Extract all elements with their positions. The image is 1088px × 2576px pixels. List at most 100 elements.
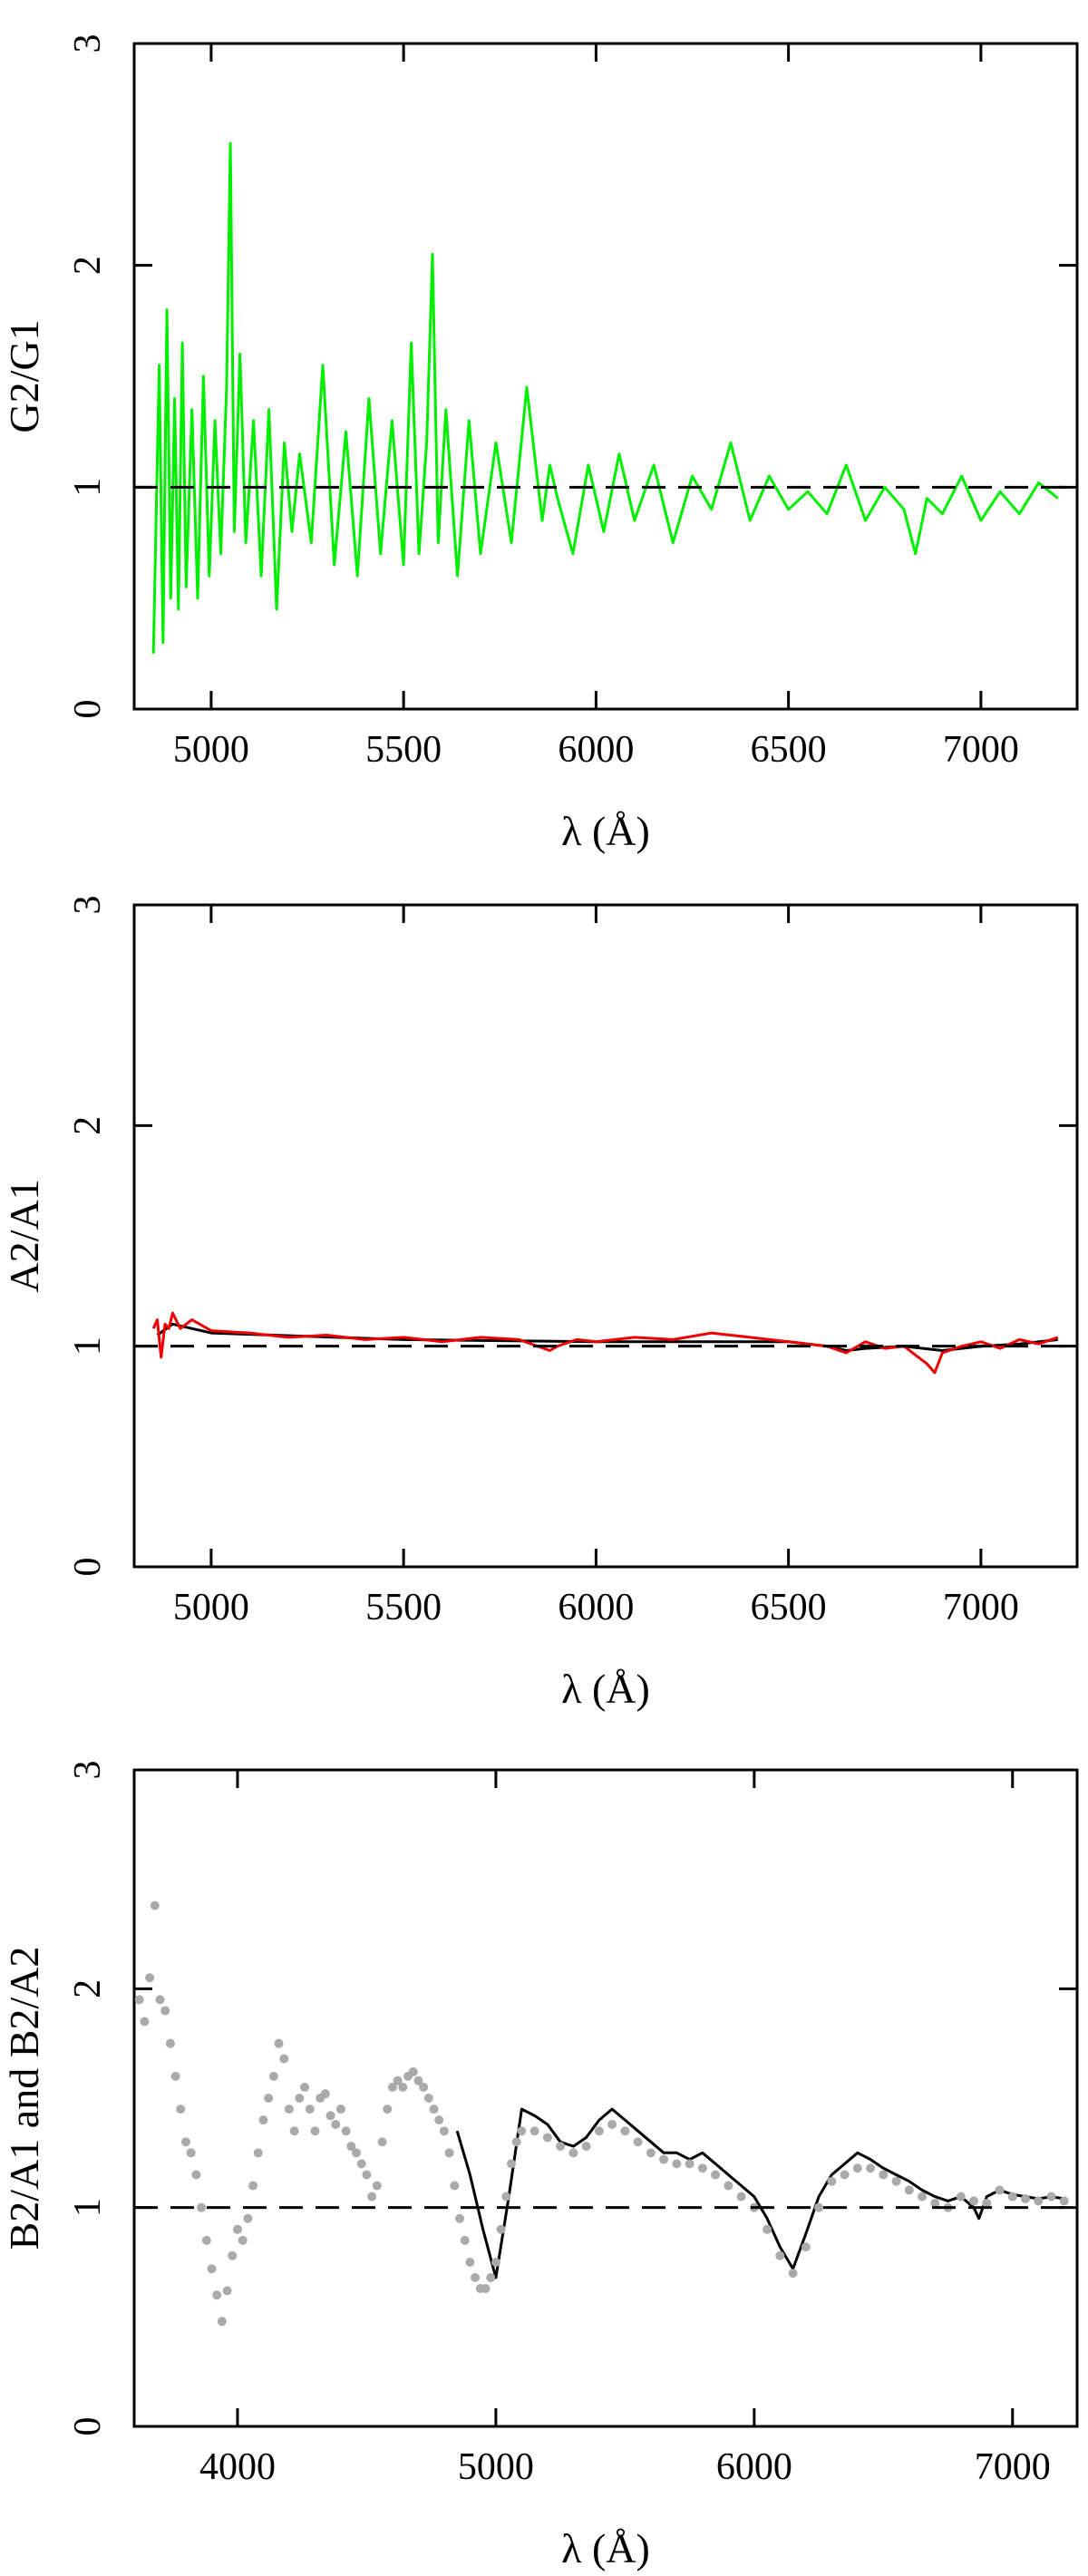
data-point — [331, 2119, 341, 2129]
data-point — [439, 2126, 449, 2136]
data-point — [197, 2202, 207, 2212]
data-point — [383, 2105, 393, 2114]
x-tick-label: 7000 — [943, 1587, 1019, 1628]
data-point — [444, 2148, 454, 2158]
data-point — [827, 2176, 837, 2186]
data-point — [496, 2224, 506, 2234]
data-point — [633, 2137, 643, 2147]
data-point — [659, 2154, 669, 2164]
x-tick-label: 6000 — [558, 1587, 634, 1628]
y-tick-label: 1 — [67, 1337, 109, 1356]
x-axis-label: λ (Å) — [561, 1666, 650, 1712]
data-point — [372, 2181, 382, 2191]
x-tick-label: 5000 — [173, 1587, 249, 1628]
data-point — [207, 2264, 217, 2274]
data-point — [511, 2137, 521, 2147]
data-point — [352, 2148, 362, 2158]
y-tick-label: 1 — [67, 478, 109, 497]
data-point — [607, 2119, 617, 2129]
x-tick-label: 5500 — [365, 729, 442, 771]
data-point — [212, 2290, 222, 2300]
y-tick-label: 3 — [67, 896, 109, 915]
data-point — [471, 2272, 481, 2282]
data-point — [243, 2213, 253, 2223]
y-tick-label: 3 — [67, 1761, 109, 1780]
data-point — [646, 2148, 656, 2158]
data-point — [455, 2213, 465, 2223]
data-point — [1021, 2194, 1031, 2204]
data-point — [393, 2075, 403, 2085]
data-point — [724, 2181, 733, 2191]
y-tick-label: 0 — [67, 700, 109, 719]
x-tick-label: 5000 — [173, 729, 249, 771]
x-axis-label: λ (Å) — [561, 2525, 650, 2571]
data-point — [408, 2067, 418, 2077]
x-tick-label: 7000 — [943, 729, 1019, 771]
data-point — [982, 2198, 992, 2208]
data-point — [300, 2082, 310, 2092]
data-point — [529, 2126, 539, 2136]
data-point — [542, 2133, 552, 2143]
panel-a2-a1: 5000 5500 6000 6500 7000 0 1 2 3 λ (Å) A2/A1 — [1, 896, 1079, 1712]
data-point — [295, 2094, 305, 2103]
data-point — [501, 2192, 511, 2202]
y-axis-label: B2/A1 and B2/A2 — [1, 1947, 47, 2250]
data-point — [956, 2192, 966, 2202]
x-tick-label: 5000 — [458, 2446, 534, 2488]
data-point — [788, 2269, 798, 2279]
data-point — [763, 2224, 772, 2234]
data-point — [620, 2126, 630, 2136]
data-point — [264, 2094, 274, 2103]
data-point — [180, 2137, 190, 2147]
panel-g2-g1: 5000 5500 6000 6500 7000 0 1 2 3 λ (Å) G2/G1 — [1, 34, 1079, 854]
x-tick-label: 7000 — [975, 2446, 1051, 2488]
data-point — [160, 2006, 170, 2016]
data-point — [556, 2142, 566, 2152]
data-point — [581, 2142, 591, 2152]
data-point — [852, 2163, 862, 2173]
data-point — [140, 2017, 150, 2027]
y-tick-label: 2 — [67, 1979, 109, 1998]
data-point — [594, 2126, 604, 2136]
data-point — [284, 2105, 294, 2114]
x-tick-label: 6500 — [751, 729, 827, 771]
data-point — [186, 2148, 196, 2158]
y-tick-label: 3 — [67, 34, 109, 53]
data-point — [232, 2224, 242, 2234]
data-point — [253, 2148, 263, 2158]
data-point — [491, 2258, 500, 2267]
data-point — [879, 2170, 889, 2180]
data-point — [736, 2192, 746, 2202]
data-point — [434, 2115, 444, 2125]
y-axis-label: A2/A1 — [1, 1179, 47, 1292]
data-point — [697, 2163, 707, 2173]
data-point — [429, 2105, 439, 2114]
data-point — [170, 2071, 180, 2081]
data-point — [325, 2111, 335, 2121]
plot-frame — [132, 1768, 1079, 2428]
data-point — [995, 2185, 1005, 2195]
plot-frame — [132, 903, 1079, 1569]
data-point — [222, 2286, 232, 2296]
data-point — [486, 2272, 496, 2282]
data-point — [134, 1995, 144, 2005]
data-point — [201, 2235, 211, 2245]
data-point — [481, 2283, 491, 2293]
x-tick-label: 4000 — [199, 2446, 276, 2488]
data-point — [228, 2250, 238, 2260]
data-point — [866, 2163, 876, 2173]
data-point — [258, 2115, 268, 2125]
series-0-line — [151, 141, 1059, 654]
y-tick-label: 0 — [67, 1558, 109, 1577]
series-1-line — [151, 1311, 1059, 1375]
data-point — [362, 2170, 372, 2180]
data-point — [930, 2198, 940, 2208]
data-point — [274, 2038, 284, 2048]
data-point — [711, 2170, 721, 2180]
data-point — [460, 2235, 470, 2245]
data-point — [775, 2250, 785, 2260]
data-point — [1007, 2192, 1017, 2202]
data-point — [279, 2054, 289, 2064]
data-point — [320, 2089, 330, 2099]
data-point — [507, 2159, 516, 2169]
